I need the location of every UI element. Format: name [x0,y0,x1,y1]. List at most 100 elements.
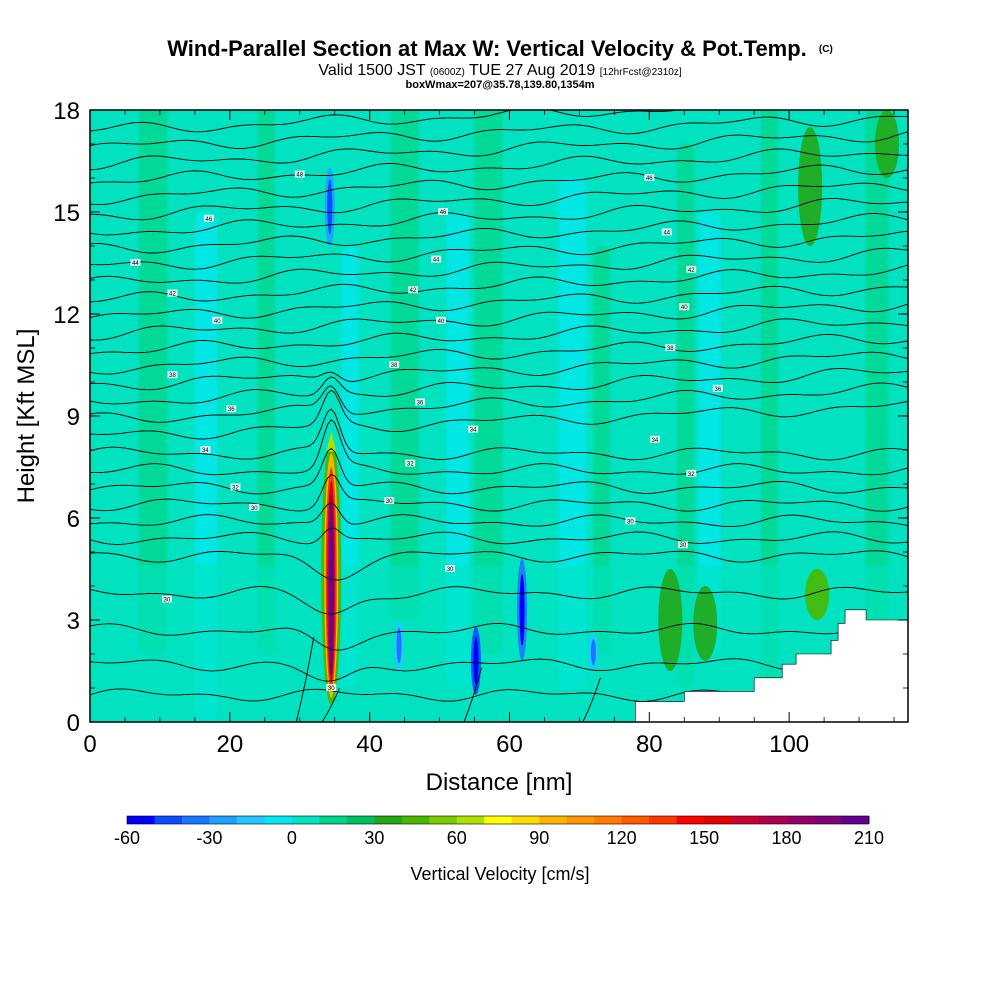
velocity-band [810,178,839,654]
contour-label-bg [712,384,723,392]
contour-label: 46 [206,217,213,223]
colorbar-swatch [814,816,842,824]
contour-label: 30 [627,519,634,525]
theta-contour [90,502,908,528]
contour-label: 38 [169,373,176,379]
velocity-band [558,178,587,688]
colorbar-tick-label: 120 [607,828,637,848]
colorbar-swatch [346,816,375,824]
y-tick-label: 15 [53,200,80,227]
downdraft-core [473,637,479,685]
updraft-core-layer [328,494,334,676]
y-tick-label: 9 [67,404,80,431]
colorbar-tick-label: 90 [529,828,549,848]
downdraft-core [396,627,402,664]
contour-label: 30 [447,567,454,573]
contour-label-bg [249,503,260,511]
theta-contour [582,677,601,722]
updraft-tip [326,431,337,452]
contour-label: 44 [132,261,139,267]
colorbar-swatch [154,816,183,824]
contour-label: 30 [251,506,258,512]
contour-label: 40 [214,319,221,325]
contour-label: 40 [438,319,445,325]
theta-contour [90,197,908,236]
theta-contour [90,110,680,133]
theta-contour [90,182,908,221]
contour-label: 46 [440,210,447,216]
colorbar-swatch [731,816,760,824]
contour-label: 32 [232,485,239,491]
contour-label-bg [649,435,660,443]
contour-label: 32 [407,462,414,468]
colorbar: -60 -30 0 30 60 90 120 150 180 210 [114,815,884,848]
y-tick-label: 3 [67,608,80,635]
y-tick-label: 6 [67,506,80,533]
contour-label-bg [686,265,697,273]
theta-contour [295,636,315,722]
theta-contour [90,303,908,341]
colorbar-label: Vertical Velocity [cm/s] [410,864,589,884]
copyright-mark: (C) [819,44,833,55]
contour-label: 42 [169,292,176,298]
updraft-cell [693,586,718,661]
colorbar-swatch [374,816,403,824]
contour-label: 42 [410,288,417,294]
colorbar-swatch [236,816,265,824]
velocity-band [138,110,167,654]
theta-contour [90,408,908,461]
contour-label-bg [686,469,697,477]
theta-contour [90,131,908,171]
box-info: boxWmax=207@35.78,139.80,1354m [406,79,595,91]
contour-label-bg [294,170,305,178]
colorbar-swatch [704,816,732,824]
contour-label: 30 [386,499,393,505]
theta-contour [90,389,908,440]
contour-label: 36 [228,407,235,413]
x-axis-label: Distance [nm] [426,769,573,796]
contour-label: 44 [433,258,440,264]
theta-contour-labels: 30 30 30 30 30 30 30 32 32 32 34 34 34 36 36 36 38 38 38 40… [130,170,723,692]
updraft-cell [875,110,900,178]
contour-label: 30 [164,598,171,604]
contour-label-bg [230,483,241,491]
contour-label-bg [200,446,211,453]
theta-contour [463,667,482,722]
y-axis-label: Height [Kft MSL] [13,329,40,504]
contour-label-bg [212,316,223,324]
contour-label: 30 [328,686,335,692]
contour-label-bg [431,255,442,263]
colorbar-swatch [649,816,678,824]
contour-label: 40 [681,305,688,311]
contour-label: 36 [417,400,424,406]
colorbar-swatch [484,816,513,824]
contour-label-bg [435,316,446,324]
downdraft-core [519,574,525,646]
colorbar-swatch [594,816,623,824]
theta-contour [90,285,908,319]
colorbar-tick-label: -60 [114,828,140,848]
theta-contour [90,264,908,303]
contour-label-bg [438,208,449,215]
velocity-band [362,110,386,654]
theta-contour [90,419,908,476]
y-tick-label: 12 [53,302,80,329]
theta-contour [90,115,908,149]
y-tick-label: 0 [67,710,80,737]
colorbar-frame [126,815,870,825]
colorbar-swatch [539,816,568,824]
velocity-field [90,110,908,722]
contour-label-bg [677,541,688,549]
theta-contour [90,473,908,512]
theta-contour [90,351,908,391]
contour-label: 46 [646,176,653,182]
colorbar-tick-label: 30 [364,828,384,848]
colorbar-swatch [786,816,815,824]
velocity-band [474,110,503,654]
colorbar-swatch [566,816,595,824]
contour-label-bg [384,497,395,504]
contour-label-bg [226,405,237,413]
contour-label-bg [167,289,178,297]
theta-contour [90,586,908,615]
contour-label-bg [405,459,416,467]
